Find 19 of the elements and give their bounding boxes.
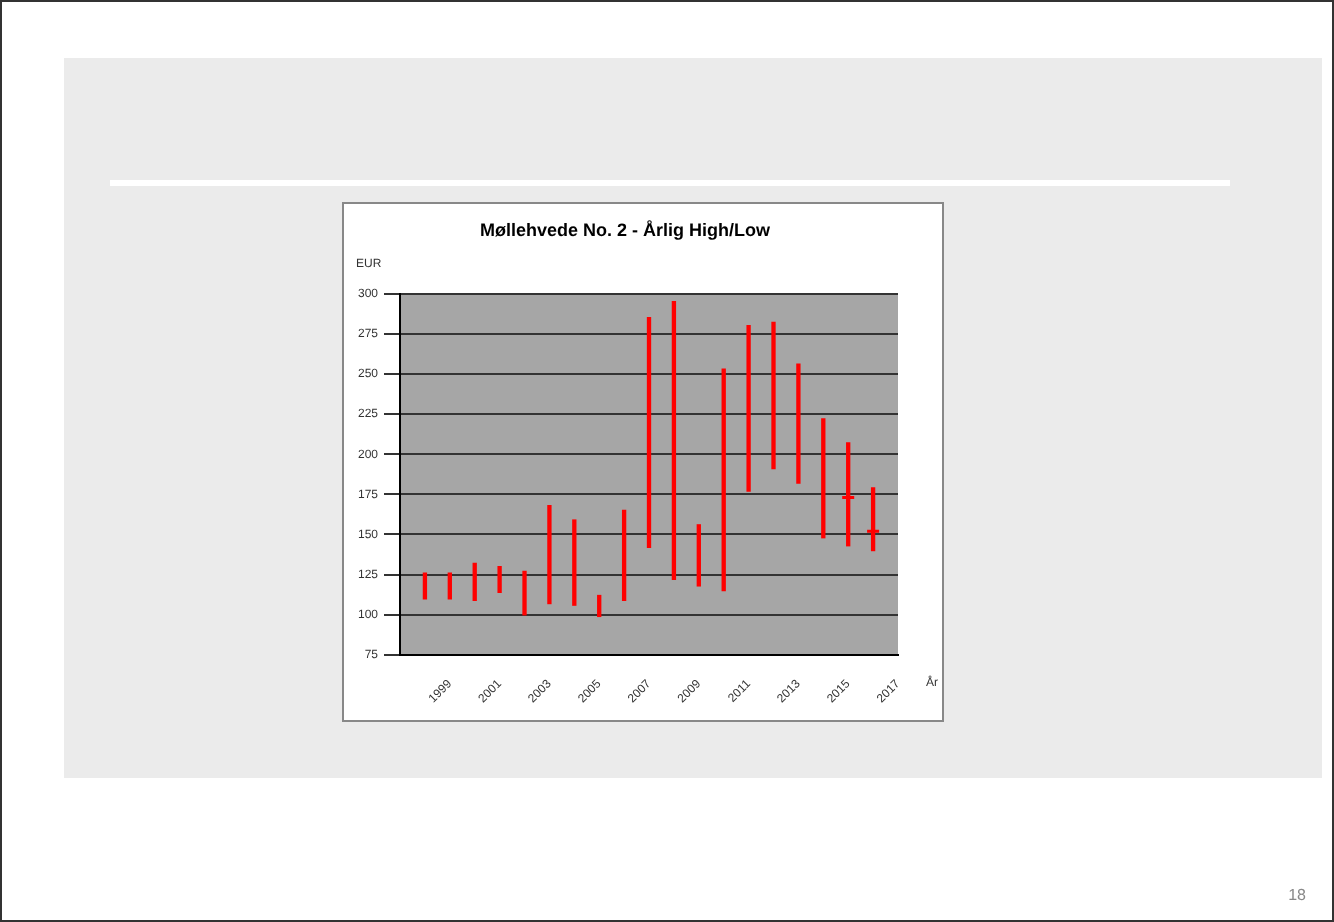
- bar: [771, 321, 776, 470]
- bar: [721, 368, 726, 592]
- bar: [621, 509, 627, 601]
- bar: [522, 570, 527, 616]
- bar: [696, 524, 701, 587]
- bar: [796, 363, 801, 484]
- bar: [746, 325, 751, 492]
- bar: [671, 300, 677, 581]
- text: 18: [1288, 886, 1306, 904]
- bar: [597, 594, 602, 618]
- bar: [422, 572, 428, 600]
- chart-title: Møllehvede No. 2 - Årlig High/Low: [479, 219, 772, 240]
- bar: [447, 572, 452, 600]
- bar: [497, 565, 502, 593]
- bar: [547, 504, 552, 605]
- bar: [646, 317, 652, 548]
- bar: [572, 519, 577, 606]
- bar: [821, 418, 826, 539]
- bar: [472, 562, 477, 601]
